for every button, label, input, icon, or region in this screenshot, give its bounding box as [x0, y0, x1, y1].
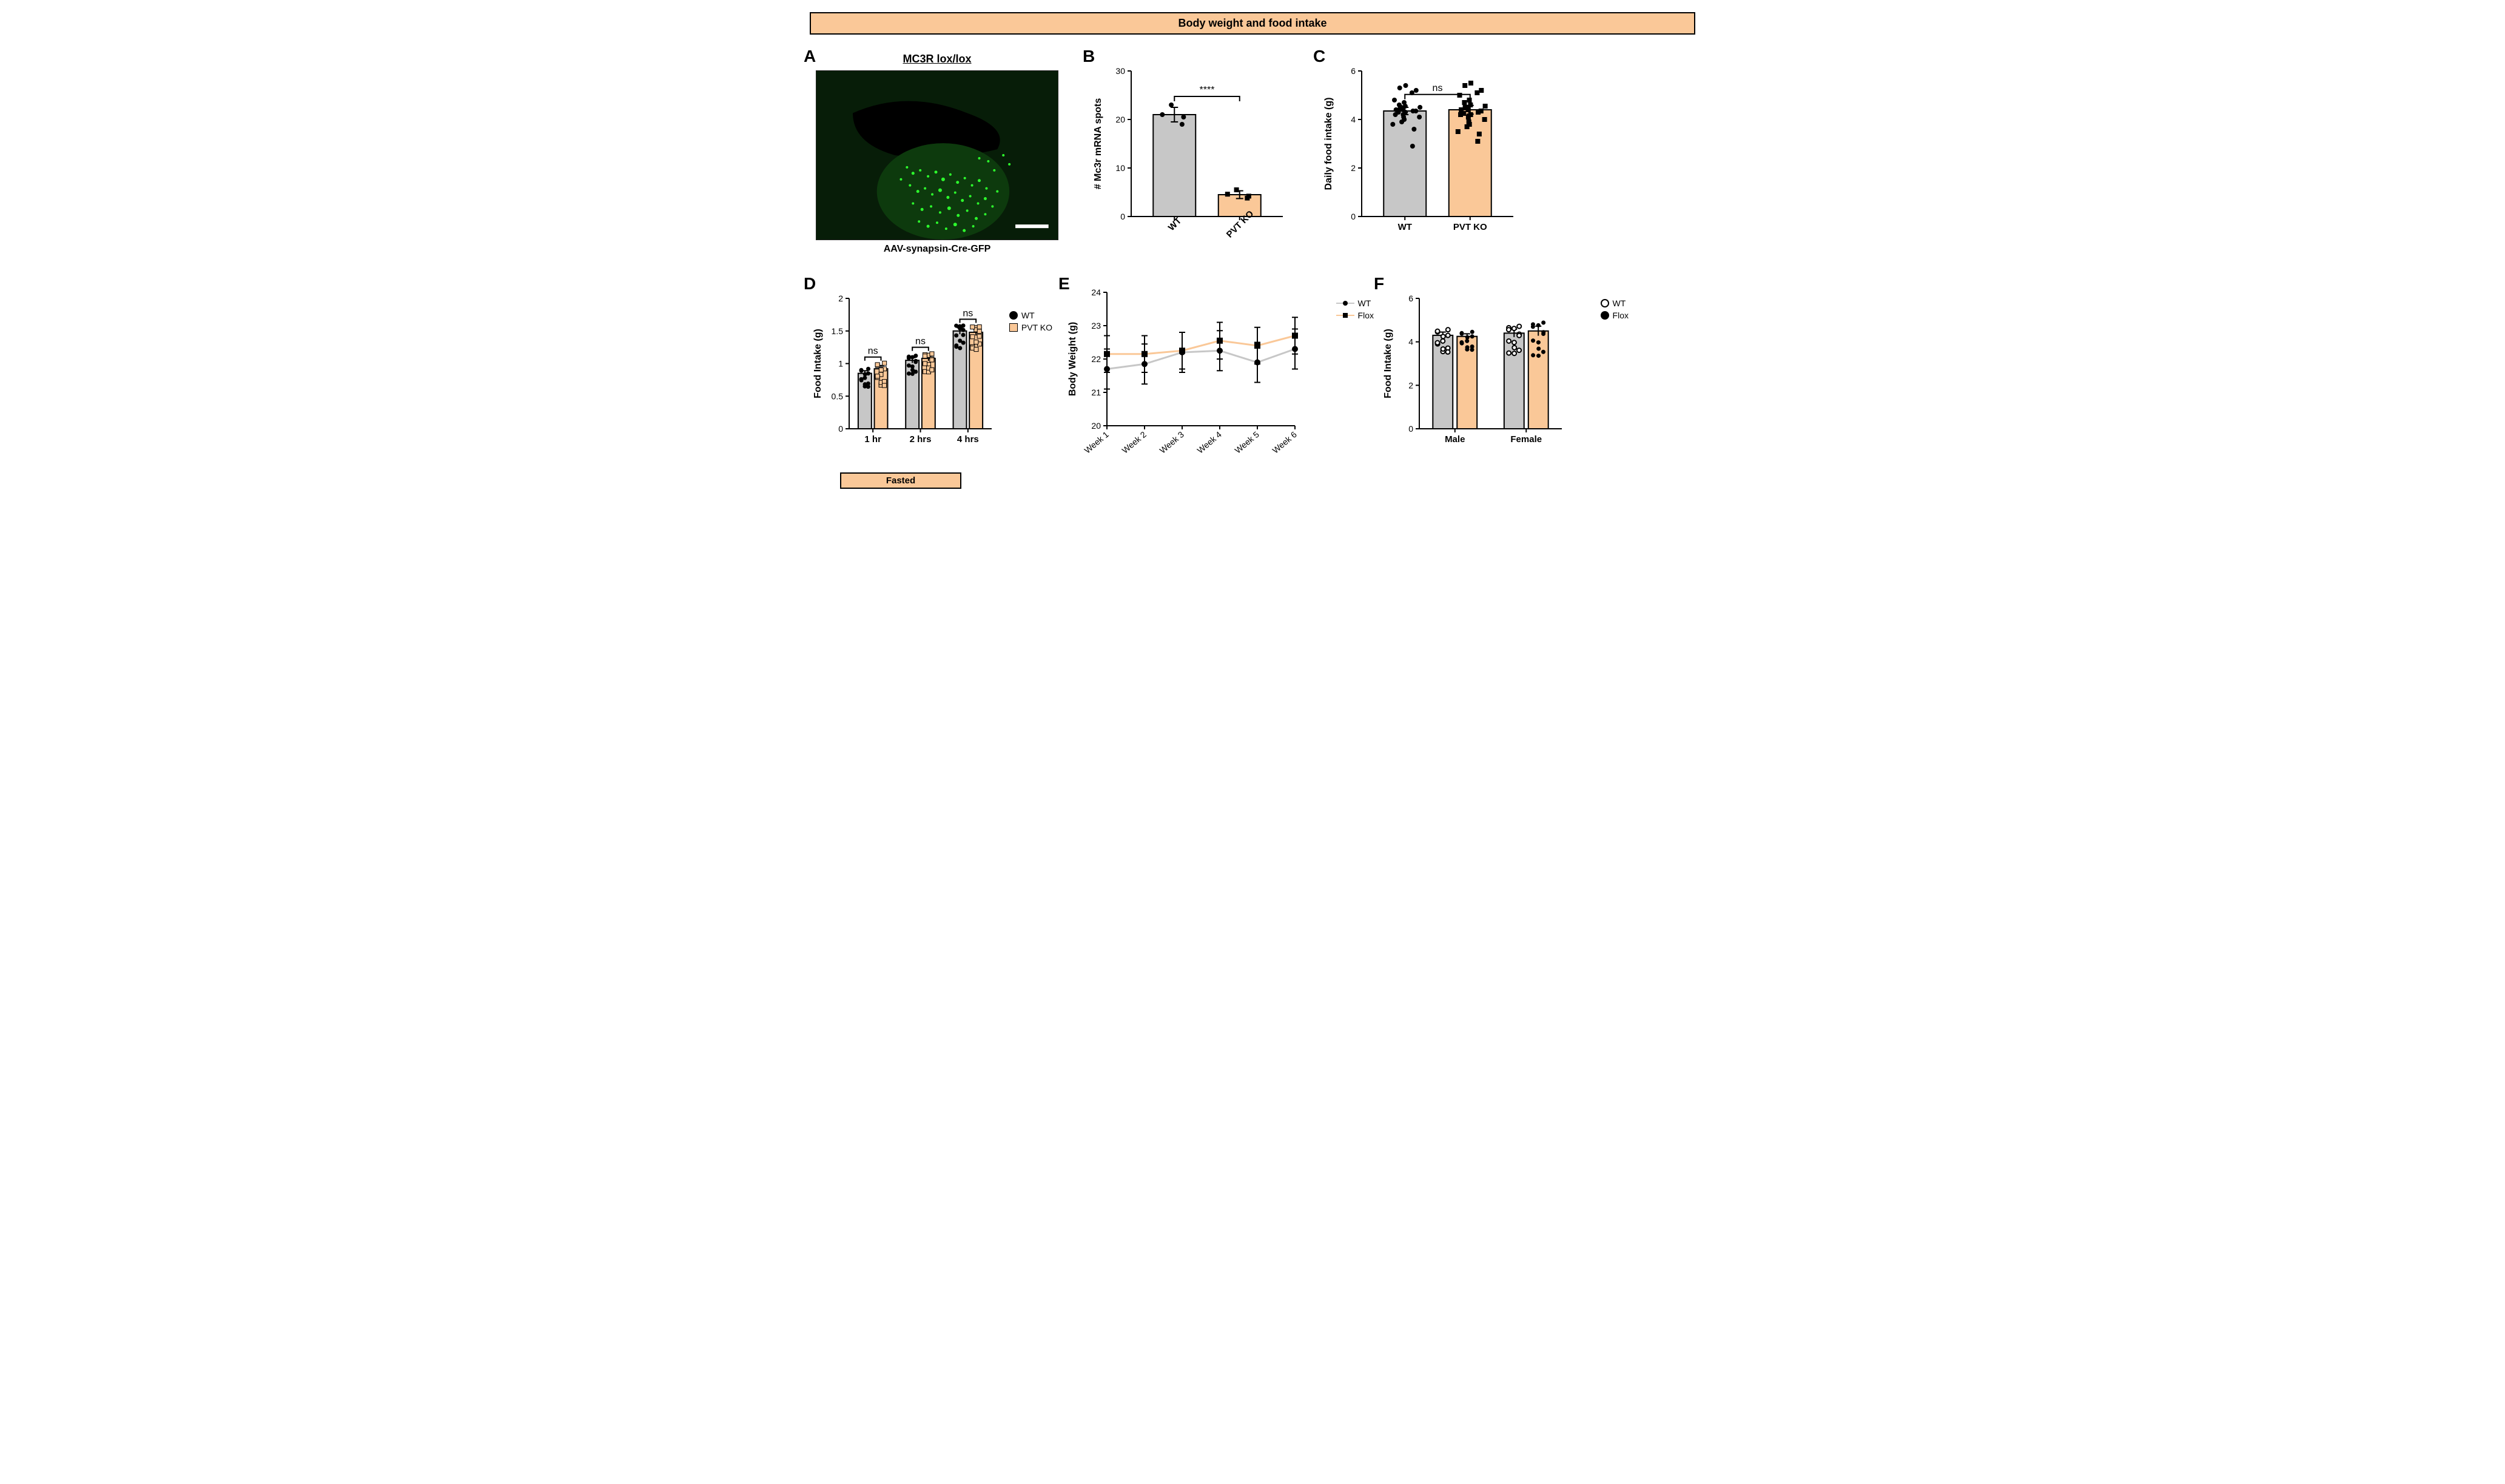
- svg-text:Week 5: Week 5: [1232, 429, 1261, 455]
- svg-text:WT: WT: [1166, 216, 1184, 233]
- svg-text:ns: ns: [915, 337, 926, 347]
- panel-D-legend: WT PVT KO: [1009, 311, 1052, 335]
- figure-title-bar: Body weight and food intake: [810, 12, 1695, 35]
- svg-text:4: 4: [1351, 115, 1356, 124]
- panel-C: C 0246Daily food intake (g)WTPVT KOns: [1319, 53, 1525, 256]
- svg-text:0: 0: [838, 424, 843, 434]
- legend-flox-e: Flox: [1336, 311, 1374, 320]
- panel-D: D 00.511.52Food Intake (g)ns1 hrns2 hrsn…: [810, 280, 1040, 489]
- row-2: D 00.511.52Food Intake (g)ns1 hrns2 hrsn…: [810, 280, 1695, 489]
- svg-text:1: 1: [838, 359, 843, 369]
- svg-text:Week 6: Week 6: [1270, 429, 1299, 455]
- chart-E: 20 21 22 23 24 Body Weight (g) Week 1 Week 2 Wee…: [1064, 280, 1356, 468]
- figure-container: Body weight and food intake A MC3R lox/l…: [810, 12, 1695, 489]
- svg-text:2: 2: [1408, 380, 1413, 390]
- svg-text:Food Intake (g): Food Intake (g): [813, 329, 823, 398]
- svg-text:2: 2: [1351, 163, 1356, 173]
- svg-text:ns: ns: [963, 308, 973, 318]
- legend-wt-f: WT: [1601, 298, 1629, 308]
- svg-text:ns: ns: [1433, 83, 1443, 93]
- svg-text:0: 0: [1120, 212, 1125, 221]
- svg-text:4 hrs: 4 hrs: [957, 434, 979, 445]
- svg-text:WT: WT: [1398, 222, 1412, 232]
- svg-text:Body Weight (g): Body Weight (g): [1068, 322, 1078, 396]
- chart-D: 0 0.5 1 1.5 2 Food Intake (g) ns 1 hr ns 2 hrs ns 4…: [810, 280, 1040, 462]
- svg-text:Female: Female: [1510, 434, 1542, 445]
- svg-text:30: 30: [1115, 66, 1125, 76]
- svg-text:Male: Male: [1445, 434, 1465, 445]
- svg-text:20: 20: [1115, 115, 1125, 124]
- figure-title: Body weight and food intake: [1178, 17, 1326, 29]
- row-1: A MC3R lox/lox: [810, 53, 1695, 256]
- svg-text:ns: ns: [868, 346, 878, 357]
- panel-B: B 0102030# Mc3r mRNA spotsWTPVT KO****: [1089, 53, 1295, 256]
- svg-text:0: 0: [1408, 424, 1413, 434]
- chart-F: 0 2 4 6 Food Intake (g) Male Female: [1380, 280, 1610, 462]
- svg-text:Food Intake (g): Food Intake (g): [1383, 329, 1393, 398]
- square-icon: [1009, 323, 1018, 332]
- legend-flox-f: Flox: [1601, 311, 1629, 320]
- panel-F: F 0246Food Intake (g)MaleFemale WT Flox: [1380, 280, 1610, 465]
- svg-text:2: 2: [838, 294, 843, 303]
- svg-text:# Mc3r mRNA spots: # Mc3r mRNA spots: [1093, 98, 1103, 190]
- line-square-icon: [1336, 311, 1354, 320]
- svg-text:Daily food intake (g): Daily food intake (g): [1323, 98, 1334, 190]
- svg-text:23: 23: [1091, 321, 1101, 331]
- svg-text:6: 6: [1351, 66, 1356, 76]
- panel-A-title: MC3R lox/lox: [810, 53, 1064, 65]
- circle-open-icon: [1601, 299, 1609, 307]
- legend-pvtko: PVT KO: [1009, 323, 1052, 332]
- svg-text:Week 4: Week 4: [1195, 429, 1223, 455]
- legend-flox-f-label: Flox: [1613, 311, 1629, 320]
- panel-A: A MC3R lox/lox: [810, 53, 1064, 255]
- panel-E: E 2021222324Body Weight (g)Week 1Week 2W…: [1064, 280, 1356, 471]
- chart-C: 0 2 4 6 Daily food intake (g) WT PVT KO ns: [1319, 53, 1525, 253]
- legend-wt-label: WT: [1021, 311, 1035, 320]
- line-circle-icon: [1336, 299, 1354, 307]
- legend-flox-e-label: Flox: [1358, 311, 1374, 320]
- svg-text:20: 20: [1091, 421, 1101, 431]
- svg-text:0: 0: [1351, 212, 1356, 221]
- svg-text:24: 24: [1091, 287, 1101, 297]
- svg-text:22: 22: [1091, 354, 1101, 364]
- micrograph-image: [816, 70, 1058, 240]
- circle-filled-icon: [1601, 311, 1609, 320]
- svg-text:PVT KO: PVT KO: [1453, 222, 1487, 232]
- chart-B: 0102030# Mc3r mRNA spotsWTPVT KO****: [1089, 53, 1295, 253]
- panel-F-legend: WT Flox: [1601, 298, 1629, 323]
- svg-text:1.5: 1.5: [832, 326, 844, 336]
- svg-text:Week 2: Week 2: [1120, 429, 1148, 455]
- panel-A-label: A: [804, 47, 816, 66]
- scalebar: [1015, 224, 1049, 228]
- svg-text:4: 4: [1408, 337, 1413, 347]
- legend-wt-f-label: WT: [1613, 298, 1626, 308]
- svg-text:1 hr: 1 hr: [864, 434, 881, 445]
- legend-wt-e-label: WT: [1358, 298, 1371, 308]
- fasted-label: Fasted: [886, 475, 915, 486]
- legend-wt: WT: [1009, 311, 1052, 320]
- svg-text:10: 10: [1115, 163, 1125, 173]
- circle-icon: [1009, 311, 1018, 320]
- svg-text:Week 3: Week 3: [1157, 429, 1186, 455]
- fasted-label-bar: Fasted: [840, 472, 961, 489]
- svg-text:21: 21: [1091, 388, 1101, 397]
- svg-text:Week 1: Week 1: [1082, 429, 1111, 455]
- svg-text:****: ****: [1200, 85, 1215, 95]
- svg-text:0.5: 0.5: [832, 391, 844, 401]
- svg-text:2 hrs: 2 hrs: [910, 434, 932, 445]
- panel-E-legend: WT Flox: [1336, 298, 1374, 323]
- panel-A-caption: AAV-synapsin-Cre-GFP: [810, 244, 1064, 255]
- legend-wt-e: WT: [1336, 298, 1374, 308]
- svg-text:6: 6: [1408, 294, 1413, 303]
- legend-pvtko-label: PVT KO: [1021, 323, 1052, 332]
